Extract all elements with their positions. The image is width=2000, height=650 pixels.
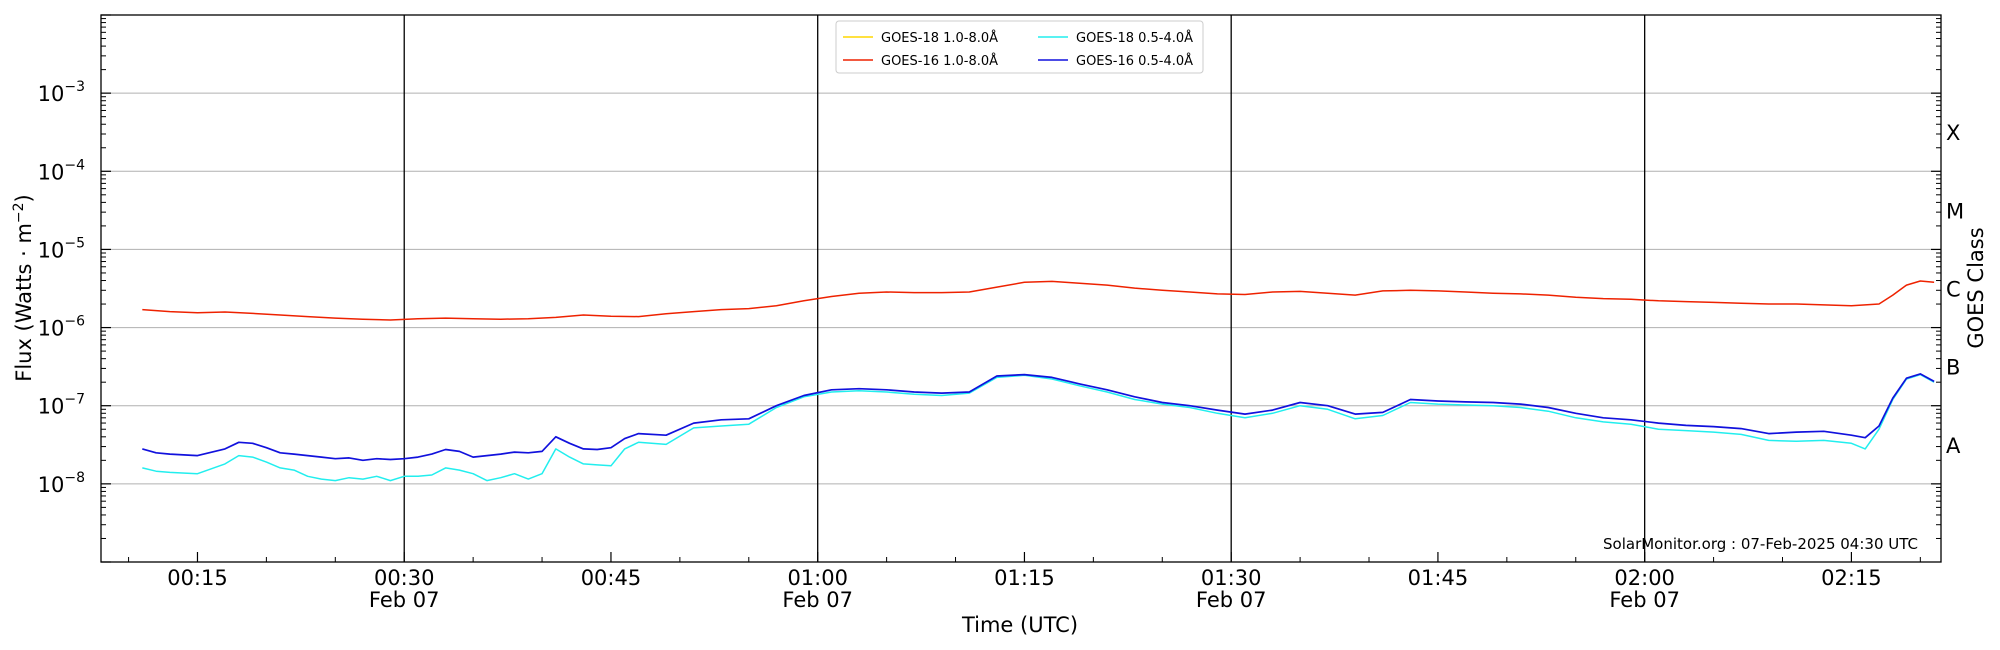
x-tick-date: Feb 07 <box>1609 588 1680 612</box>
legend: GOES-18 1.0-8.0Å GOES-16 1.0-8.0Å GOES-18 … <box>835 20 1204 74</box>
y-tick-label: 10−7 <box>38 392 85 419</box>
y-tick-label: 10−5 <box>38 235 85 262</box>
y-tick-labels: 10−8 10−7 10−6 10−5 10−4 10−3 <box>38 79 85 497</box>
y-tick-label: 10−3 <box>38 79 85 106</box>
legend-label: GOES-18 0.5-4.0Å <box>1076 30 1193 46</box>
x-tick-time: 02:00 <box>1614 566 1675 590</box>
grid-lines <box>101 15 1941 562</box>
x-tick-time: 01:45 <box>1408 566 1469 590</box>
x-tick-date: Feb 07 <box>782 588 853 612</box>
goes-class-label: X <box>1946 121 1960 145</box>
series-lines <box>142 280 1935 482</box>
axis-ticks <box>101 14 1941 563</box>
credit-text: SolarMonitor.org : 07-Feb-2025 04:30 UTC <box>1603 535 1918 553</box>
x-tick-time: 00:30 <box>374 566 435 590</box>
x-tick-date: Feb 07 <box>369 588 440 612</box>
x-axis-title: Time (UTC) <box>961 613 1078 637</box>
goes-class-label: C <box>1946 278 1961 302</box>
series-line <box>142 373 1935 482</box>
legend-label: GOES-16 0.5-4.0Å <box>1076 53 1193 69</box>
goes-class-label: M <box>1946 199 1964 223</box>
plot-frame <box>100 14 1942 563</box>
x-tick-time: 01:15 <box>994 566 1055 590</box>
goes-class-labels: A B C M X <box>1946 121 1964 458</box>
x-tick-time: 02:15 <box>1821 566 1882 590</box>
x-tick-time: 01:30 <box>1201 566 1262 590</box>
y-tick-label: 10−8 <box>38 470 85 497</box>
legend-label: GOES-16 1.0-8.0Å <box>881 53 998 69</box>
legend-label: GOES-18 1.0-8.0Å <box>881 30 998 46</box>
x-tick-date: Feb 07 <box>1196 588 1267 612</box>
x-tick-time: 01:00 <box>787 566 848 590</box>
y-tick-label: 10−4 <box>38 157 85 184</box>
x-tick-time: 00:45 <box>581 566 642 590</box>
y-axis-title-close: ) <box>12 194 36 202</box>
goes-class-label: B <box>1946 356 1960 380</box>
right-axis-title: GOES Class <box>1964 227 1988 348</box>
y-axis-title-exponent: −2 <box>11 202 27 223</box>
series-line <box>142 373 1935 462</box>
goes-class-label: A <box>1946 434 1961 458</box>
series-line <box>142 280 1935 321</box>
y-tick-label: 10−6 <box>38 314 85 341</box>
y-axis-title: Flux (Watts · m−2) <box>11 194 36 382</box>
legend-box <box>835 20 1204 74</box>
x-tick-time: 00:15 <box>167 566 228 590</box>
